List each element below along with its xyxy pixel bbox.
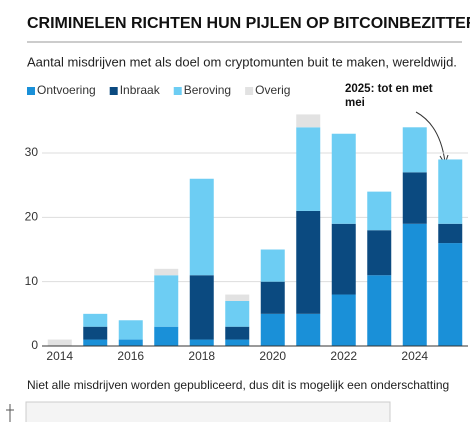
y-tick-label: 0 xyxy=(31,338,38,352)
x-tick-label: 2024 xyxy=(401,349,428,363)
text-box[interactable] xyxy=(25,401,391,422)
bar-segment xyxy=(260,313,285,346)
annotation-line: 2025: tot en met xyxy=(345,83,433,95)
bar-segment xyxy=(154,268,179,276)
legend-swatch xyxy=(27,87,35,95)
bar-segment xyxy=(402,127,427,173)
x-tick-label: 2022 xyxy=(330,349,357,363)
y-tick-label: 10 xyxy=(25,274,39,288)
bar-segment xyxy=(260,281,285,314)
bar-segment xyxy=(296,114,321,128)
bar-segment xyxy=(402,223,427,346)
legend-label: Inbraak xyxy=(120,83,161,97)
legend-label: Beroving xyxy=(184,83,231,97)
annotation-arrow xyxy=(415,111,446,163)
bar-segment xyxy=(83,339,108,346)
legend-label: Overig xyxy=(255,83,290,97)
legend-swatch xyxy=(245,87,254,95)
bar-segment xyxy=(367,191,392,231)
bar-segment xyxy=(154,326,179,346)
bar-segment xyxy=(225,300,250,327)
bar-segment xyxy=(402,172,427,224)
bar-segment xyxy=(367,275,392,346)
x-tick-label: 2014 xyxy=(46,349,73,363)
x-tick-label: 2018 xyxy=(188,349,215,363)
bar-segment xyxy=(83,313,108,327)
bar-segment xyxy=(225,326,250,340)
bar-segment xyxy=(260,249,285,282)
bar-segment xyxy=(331,133,356,224)
bar-segment xyxy=(438,159,463,224)
footnote: Niet alle misdrijven worden gepubliceerd… xyxy=(27,378,449,392)
bar-segment xyxy=(331,294,356,346)
bar-segment xyxy=(296,127,321,211)
bar-segment xyxy=(189,339,214,346)
bar-segment xyxy=(367,230,392,276)
bar-segment xyxy=(118,339,143,346)
bar-segment xyxy=(154,275,179,327)
chart-subtitle: Aantal misdrijven met als doel om crypto… xyxy=(27,54,457,69)
annotation-line: mei xyxy=(345,97,365,109)
legend-swatch xyxy=(173,87,182,95)
chart-title: CRIMINELEN RICHTEN HUN PIJLEN OP BITCOIN… xyxy=(27,15,470,32)
bar-segment xyxy=(189,178,214,276)
bar-segment xyxy=(438,243,463,346)
bar-segment xyxy=(225,294,250,301)
bar-segment xyxy=(47,339,72,346)
bar-segment xyxy=(189,275,214,340)
annotation: 2025: tot en met mei xyxy=(345,83,433,109)
bar-segment xyxy=(296,210,321,314)
y-tick-label: 30 xyxy=(25,145,39,159)
bar-segment xyxy=(331,223,356,295)
legend-swatch xyxy=(109,87,118,95)
bar-segment xyxy=(118,320,143,340)
x-tick-label: 2020 xyxy=(259,349,286,363)
bar-segment xyxy=(225,339,250,346)
legend-label: Ontvoering xyxy=(37,83,96,97)
bar-segment xyxy=(83,326,108,340)
bar-segment xyxy=(438,223,463,244)
bar-segment xyxy=(296,313,321,346)
y-tick-label: 20 xyxy=(25,210,39,224)
x-tick-label: 2016 xyxy=(117,349,144,363)
